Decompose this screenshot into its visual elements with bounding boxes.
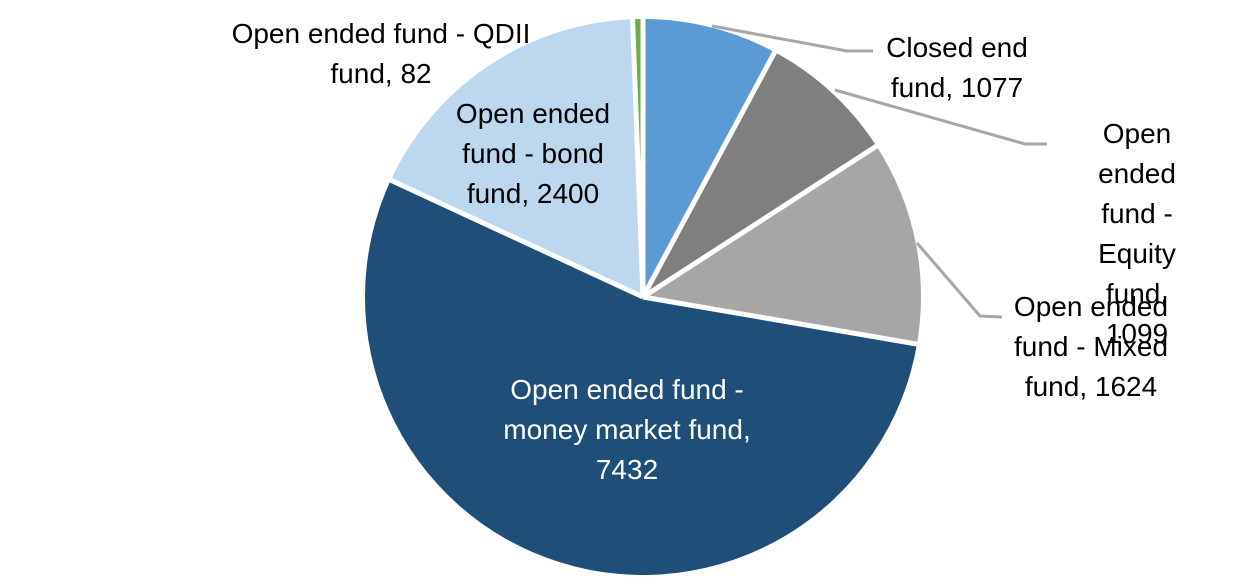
slice-separator xyxy=(629,17,646,298)
pie-slice-closed-end-fund xyxy=(643,19,775,297)
label-open-ended-qdii-fund: Open ended fund - QDII fund, 82 xyxy=(231,18,531,89)
leader-line-closed-end-fund xyxy=(711,24,873,53)
leader-line-open-ended-equity-fund xyxy=(834,88,1047,146)
label-closed-end-fund: Closed end fund, 1077 xyxy=(886,32,1028,103)
pie-slice-open-ended-bond-fund xyxy=(390,19,643,297)
label-open-ended-mixed-fund: Open ended fund - Mixed fund, 1624 xyxy=(1013,291,1169,402)
pie-slices xyxy=(364,19,921,576)
slice-separators xyxy=(387,17,920,347)
leader-lines xyxy=(711,24,1047,319)
leader-line-open-ended-mixed-fund xyxy=(915,242,1003,319)
slice-separator xyxy=(640,49,778,299)
label-open-ended-equity-fund: Open ended fund - Equity fund, 1099 xyxy=(1098,118,1176,349)
pie-slice-open-ended-money-market-fund xyxy=(364,180,917,576)
slice-separator xyxy=(641,142,880,300)
slice-separator xyxy=(642,294,920,347)
label-open-ended-money-market-fund: Open ended fund - money market fund, 743… xyxy=(503,374,751,485)
slice-separator xyxy=(387,177,645,300)
pie-slice-open-ended-equity-fund xyxy=(643,52,877,297)
label-open-ended-bond-fund: Open ended fund - bond fund, 2400 xyxy=(455,98,611,209)
pie-slice-open-ended-mixed-fund xyxy=(643,146,921,345)
